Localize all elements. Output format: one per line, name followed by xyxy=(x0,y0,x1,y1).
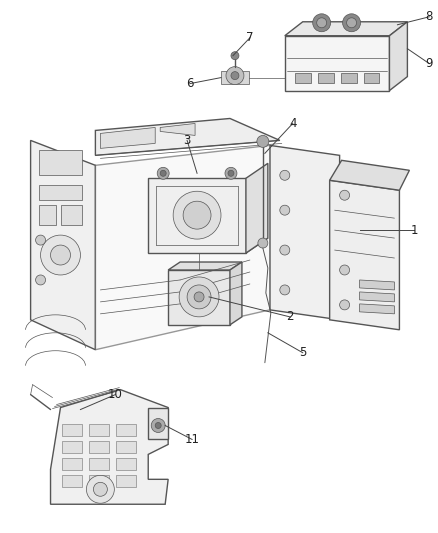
Polygon shape xyxy=(160,124,195,135)
Polygon shape xyxy=(168,262,242,270)
Circle shape xyxy=(339,300,350,310)
Circle shape xyxy=(231,71,239,79)
Text: 1: 1 xyxy=(411,224,418,237)
Polygon shape xyxy=(318,72,334,83)
Polygon shape xyxy=(295,72,311,83)
Circle shape xyxy=(41,235,81,275)
Polygon shape xyxy=(117,458,136,470)
Text: 4: 4 xyxy=(289,117,297,130)
Polygon shape xyxy=(330,160,410,190)
Polygon shape xyxy=(31,140,95,350)
Polygon shape xyxy=(63,441,82,454)
Circle shape xyxy=(35,235,46,245)
Polygon shape xyxy=(285,36,389,91)
Polygon shape xyxy=(148,408,168,439)
Text: 8: 8 xyxy=(426,10,433,23)
Text: 9: 9 xyxy=(426,57,433,70)
Circle shape xyxy=(343,14,360,32)
Polygon shape xyxy=(89,475,110,487)
Circle shape xyxy=(346,18,357,28)
Circle shape xyxy=(280,245,290,255)
Circle shape xyxy=(257,135,269,148)
Polygon shape xyxy=(95,146,270,350)
Text: 2: 2 xyxy=(286,310,293,324)
Polygon shape xyxy=(360,304,395,314)
Circle shape xyxy=(226,67,244,85)
Polygon shape xyxy=(39,185,82,200)
Circle shape xyxy=(231,52,239,60)
Circle shape xyxy=(317,18,327,28)
Circle shape xyxy=(155,423,161,429)
Polygon shape xyxy=(39,205,56,225)
Circle shape xyxy=(280,171,290,180)
Polygon shape xyxy=(285,22,407,36)
Polygon shape xyxy=(148,178,246,253)
Circle shape xyxy=(151,418,165,432)
Circle shape xyxy=(280,205,290,215)
Polygon shape xyxy=(117,424,136,437)
Polygon shape xyxy=(50,390,168,504)
Polygon shape xyxy=(89,458,110,470)
Text: 7: 7 xyxy=(246,31,254,44)
Polygon shape xyxy=(95,118,280,155)
Polygon shape xyxy=(89,441,110,454)
Circle shape xyxy=(228,171,234,176)
Circle shape xyxy=(194,292,204,302)
Polygon shape xyxy=(360,292,395,302)
Circle shape xyxy=(86,475,114,503)
Polygon shape xyxy=(89,424,110,437)
Polygon shape xyxy=(230,262,242,325)
Circle shape xyxy=(173,191,221,239)
Polygon shape xyxy=(270,146,339,320)
Polygon shape xyxy=(117,441,136,454)
Circle shape xyxy=(339,265,350,275)
Polygon shape xyxy=(63,424,82,437)
Circle shape xyxy=(313,14,331,32)
Text: 6: 6 xyxy=(186,77,194,90)
Text: 3: 3 xyxy=(184,134,191,147)
Polygon shape xyxy=(63,475,82,487)
Polygon shape xyxy=(221,71,249,84)
Polygon shape xyxy=(360,280,395,290)
Circle shape xyxy=(157,167,169,179)
Polygon shape xyxy=(100,127,155,148)
Text: 11: 11 xyxy=(184,433,200,446)
Polygon shape xyxy=(168,270,230,325)
Polygon shape xyxy=(341,72,357,83)
Polygon shape xyxy=(246,163,268,253)
Circle shape xyxy=(50,245,71,265)
Polygon shape xyxy=(389,22,407,91)
Polygon shape xyxy=(60,205,82,225)
Text: 10: 10 xyxy=(108,388,123,401)
Circle shape xyxy=(35,275,46,285)
Circle shape xyxy=(93,482,107,496)
Circle shape xyxy=(187,285,211,309)
Circle shape xyxy=(339,190,350,200)
Polygon shape xyxy=(364,72,379,83)
Polygon shape xyxy=(148,238,268,253)
Circle shape xyxy=(179,277,219,317)
Polygon shape xyxy=(63,458,82,470)
Polygon shape xyxy=(117,475,136,487)
Circle shape xyxy=(280,285,290,295)
Circle shape xyxy=(225,167,237,179)
Polygon shape xyxy=(39,150,82,175)
Circle shape xyxy=(160,171,166,176)
Circle shape xyxy=(183,201,211,229)
Text: 5: 5 xyxy=(299,346,307,359)
Polygon shape xyxy=(330,180,399,330)
Circle shape xyxy=(258,238,268,248)
